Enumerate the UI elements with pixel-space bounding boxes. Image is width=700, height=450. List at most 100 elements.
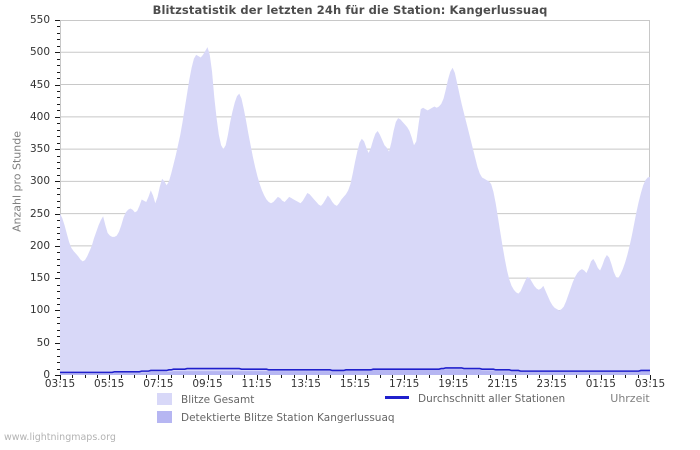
legend-item-durchschnitt: Durchschnitt aller Stationen	[385, 393, 565, 405]
y-tick-minor	[57, 207, 60, 209]
x-tick	[109, 375, 111, 380]
y-tick-minor	[57, 39, 60, 41]
y-tick-minor	[57, 239, 60, 241]
x-tick-minor	[195, 375, 197, 378]
y-tick	[55, 181, 60, 183]
legend-label-detektierte-blitze: Detektierte Blitze Station Kangerlussuaq	[181, 412, 395, 424]
y-tick-minor	[57, 187, 60, 189]
y-tick-minor	[57, 271, 60, 273]
y-tick-minor	[57, 284, 60, 286]
y-tick-label: 350	[29, 143, 50, 156]
x-tick-minor	[490, 375, 492, 378]
x-tick	[305, 375, 307, 380]
y-tick-minor	[57, 336, 60, 338]
y-tick-label: 250	[29, 207, 50, 220]
x-tick-minor	[367, 375, 369, 378]
legend-line-durchschnitt	[385, 396, 409, 399]
y-tick-minor	[57, 362, 60, 364]
y-tick-minor	[57, 26, 60, 28]
y-tick-minor	[57, 91, 60, 92]
y-tick-minor	[57, 129, 60, 131]
area-detektierte-blitze-station	[60, 369, 650, 375]
y-tick-label: 450	[29, 78, 50, 91]
y-tick-label: 550	[29, 14, 50, 26]
plot-canvas	[60, 20, 650, 375]
y-tick	[55, 310, 60, 312]
y-tick-label: 150	[29, 272, 50, 285]
y-tick-minor	[57, 323, 60, 325]
x-tick-minor	[416, 375, 418, 378]
x-tick-minor	[428, 375, 430, 378]
y-tick-minor	[57, 368, 60, 370]
y-tick-minor	[57, 200, 60, 202]
x-tick	[207, 375, 209, 380]
legend-swatch-detektierte-blitze	[157, 411, 172, 423]
y-tick-label: 500	[29, 46, 50, 59]
y-tick-minor	[57, 136, 60, 138]
x-tick-minor	[170, 375, 172, 378]
y-tick-minor	[57, 71, 60, 73]
x-tick	[158, 375, 160, 380]
x-tick-minor	[293, 375, 295, 378]
x-tick-label: 07:15	[143, 378, 174, 390]
y-tick-label: 100	[29, 304, 50, 317]
x-tick-minor	[330, 375, 332, 378]
x-tick-minor	[465, 375, 467, 378]
y-tick-minor	[57, 220, 60, 222]
y-tick-minor	[57, 103, 60, 105]
x-tick-minor	[318, 375, 320, 378]
x-tick	[256, 375, 258, 380]
y-tick-minor	[57, 65, 60, 67]
y-tick-minor	[57, 316, 60, 318]
x-tick-label: 15:15	[339, 378, 371, 390]
x-tick-label: 01:15	[585, 378, 616, 390]
chart-title: Blitzstatistik der letzten 24h für die S…	[152, 3, 548, 17]
x-tick-label: 03:15	[634, 378, 666, 390]
y-tick-label: 200	[29, 239, 50, 252]
x-tick	[404, 375, 406, 380]
y-tick	[55, 213, 60, 215]
y-tick-minor	[57, 194, 60, 196]
y-tick-minor	[57, 123, 60, 125]
x-tick-minor	[96, 375, 98, 378]
y-tick-minor	[57, 252, 60, 254]
y-tick-minor	[57, 78, 60, 80]
y-tick	[55, 52, 60, 54]
x-tick	[650, 375, 651, 380]
x-tick-minor	[182, 375, 184, 378]
y-tick	[55, 20, 60, 21]
y-tick-minor	[57, 58, 60, 60]
x-tick-minor	[268, 375, 270, 378]
y-tick	[55, 342, 60, 344]
y-tick	[55, 375, 60, 376]
y-tick-minor	[57, 45, 60, 47]
x-tick-minor	[563, 375, 565, 378]
x-tick	[60, 375, 61, 380]
legend-label-blitze-gesamt: Blitze Gesamt	[181, 394, 255, 406]
y-tick-label: 50	[36, 336, 50, 349]
y-tick-minor	[57, 265, 60, 267]
y-tick-minor	[57, 297, 60, 299]
y-tick-minor	[57, 155, 60, 157]
y-tick-minor	[57, 233, 60, 234]
x-tick-label: 03:15	[44, 378, 76, 390]
x-tick-minor	[146, 375, 148, 378]
x-tick-minor	[576, 375, 578, 378]
legend-label-durchschnitt: Durchschnitt aller Stationen	[418, 393, 566, 405]
x-tick-label: 05:15	[94, 378, 125, 390]
x-tick-minor	[232, 375, 234, 378]
legend-swatch-blitze-gesamt	[157, 393, 172, 405]
x-tick-minor	[133, 375, 135, 378]
y-tick	[55, 278, 60, 280]
y-tick-minor	[57, 291, 60, 293]
x-tick-minor	[379, 375, 381, 378]
x-tick-minor	[391, 375, 393, 378]
y-tick-minor	[57, 168, 60, 170]
x-tick-label: 19:15	[438, 378, 469, 390]
y-tick	[55, 84, 60, 86]
y-tick-label: 0	[43, 369, 50, 381]
x-tick-minor	[342, 375, 344, 378]
y-tick-minor	[57, 110, 60, 112]
x-tick-minor	[527, 375, 529, 378]
